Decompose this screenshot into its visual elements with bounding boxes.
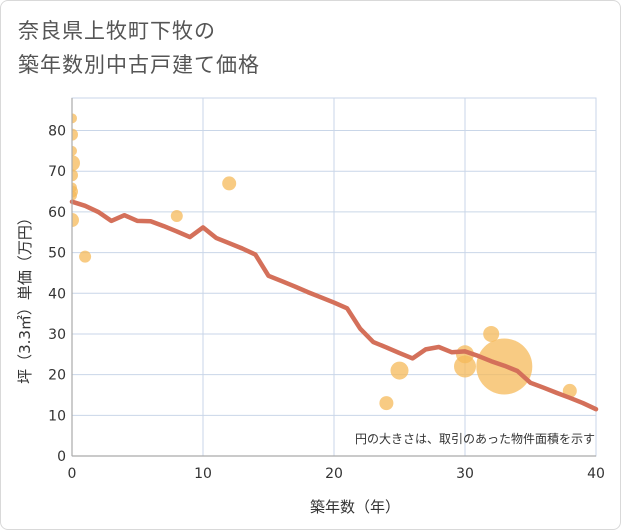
- title-line-2: 築年数別中古戸建て価格: [18, 53, 260, 77]
- y-tick-label: 10: [48, 408, 66, 424]
- bubble-point: [222, 176, 237, 191]
- x-tick-label: 0: [68, 466, 77, 482]
- bubble-point: [72, 213, 79, 228]
- x-tick-label: 40: [587, 466, 605, 482]
- x-axis-title: 築年数（年）: [310, 498, 400, 516]
- trend-line: [69, 199, 599, 412]
- bubble-point: [72, 128, 78, 141]
- x-tick-label: 10: [194, 466, 212, 482]
- y-tick-label: 70: [48, 164, 66, 180]
- bubble-point: [72, 155, 80, 172]
- title-line-1: 奈良県上牧町下牧の: [18, 19, 216, 43]
- bubble-point: [379, 396, 394, 411]
- size-note: 円の大きさは、取引のあった物件面積を示す: [355, 431, 595, 446]
- x-tick-label: 30: [456, 466, 474, 482]
- y-axis-title: 坪（3.3㎡）単価（万円）: [16, 210, 34, 384]
- y-tick-label: 50: [48, 246, 66, 262]
- chart-title: 奈良県上牧町下牧の 築年数別中古戸建て価格: [18, 14, 260, 82]
- y-tick-label: 30: [48, 327, 66, 343]
- bubble-point: [483, 325, 500, 342]
- tick-labels: 0 10 20 30 40 50 60 70 80 0 10 20 30 40: [48, 124, 605, 482]
- x-tick-label: 20: [325, 466, 343, 482]
- grid: [71, 97, 597, 457]
- bubble-point: [72, 145, 77, 156]
- bubble-point: [72, 113, 77, 124]
- y-tick-label: 20: [48, 368, 66, 384]
- y-tick-label: 0: [57, 449, 66, 465]
- bubble-point: [72, 169, 78, 182]
- y-tick-label: 40: [48, 286, 66, 302]
- trend-series: [69, 199, 599, 412]
- bubble-point: [454, 355, 476, 378]
- bubble-point: [79, 250, 92, 263]
- bubble-point: [390, 361, 409, 380]
- y-tick-label: 60: [48, 205, 66, 221]
- bubble-point: [170, 209, 183, 222]
- axes: [71, 98, 596, 457]
- bubble-point: [72, 190, 77, 201]
- y-tick-label: 80: [48, 124, 66, 140]
